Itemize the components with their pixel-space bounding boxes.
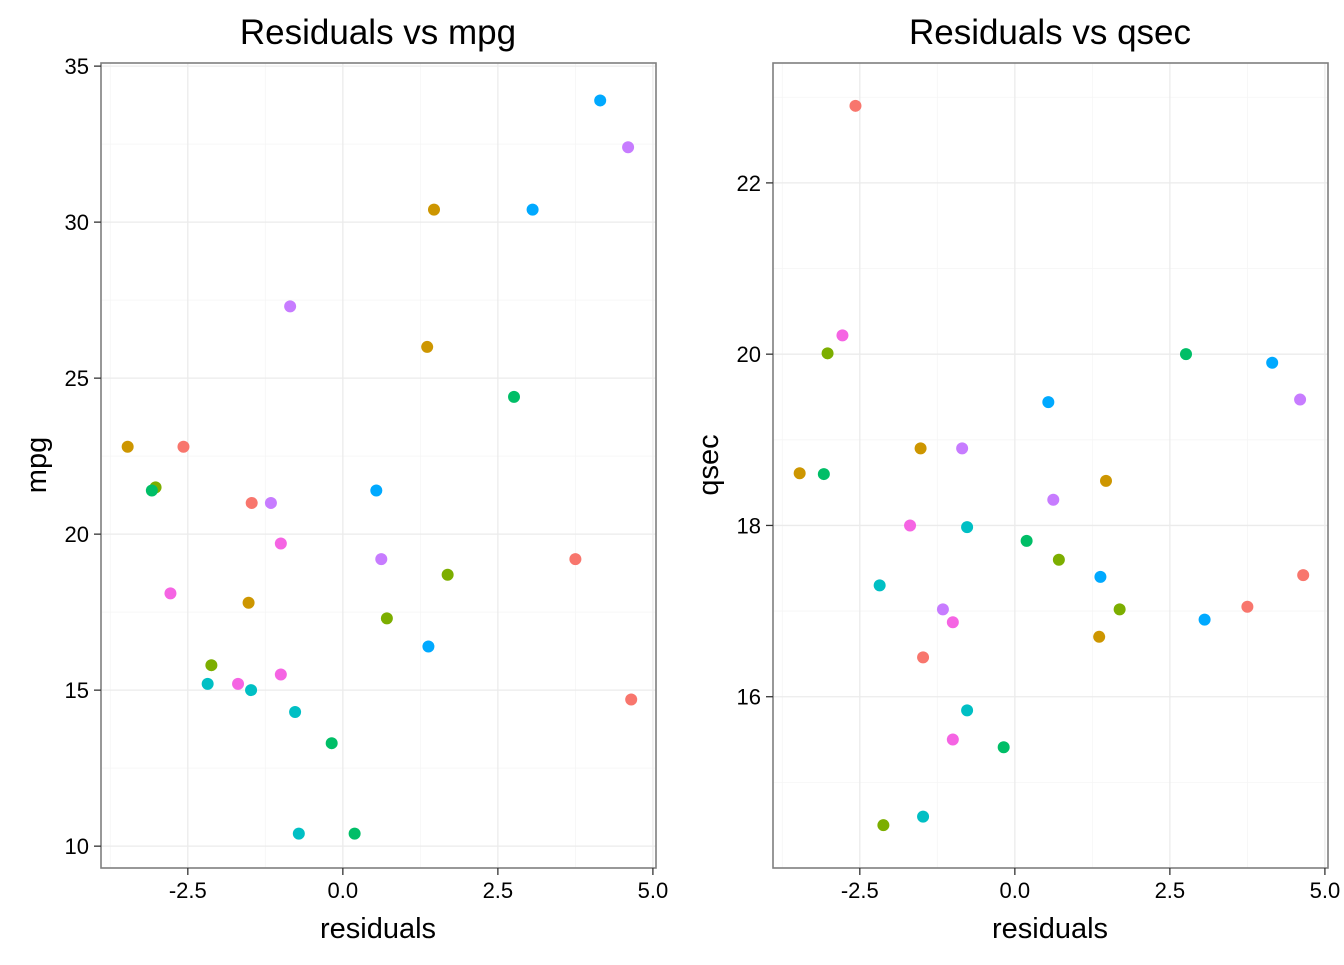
data-point <box>325 737 338 750</box>
data-point <box>1093 630 1106 643</box>
data-point <box>242 596 255 609</box>
data-point <box>380 612 393 625</box>
data-point <box>793 467 806 480</box>
data-point <box>946 733 959 746</box>
x-tick-label: 2.5 <box>1155 878 1186 903</box>
y-tick-label: 30 <box>65 210 89 235</box>
data-point <box>245 684 258 697</box>
y-tick-label: 20 <box>737 342 761 367</box>
data-point <box>1113 603 1126 616</box>
data-point <box>936 603 949 616</box>
data-point <box>821 347 834 360</box>
data-point <box>274 668 287 681</box>
data-point <box>625 693 638 706</box>
data-point <box>817 468 830 481</box>
y-tick-label: 25 <box>65 366 89 391</box>
x-axis-label: residuals <box>320 913 436 945</box>
x-tick-label: 0.0 <box>1000 878 1031 903</box>
x-tick-label: 0.0 <box>328 878 359 903</box>
data-point <box>849 99 862 112</box>
data-point <box>284 300 297 313</box>
x-tick-label: 5.0 <box>638 878 669 903</box>
data-point <box>428 203 440 216</box>
data-point <box>274 537 287 550</box>
data-point <box>1042 396 1055 409</box>
data-point <box>622 141 635 154</box>
data-point <box>917 651 930 664</box>
data-point <box>961 704 974 717</box>
data-point <box>1052 553 1065 566</box>
data-point <box>370 484 383 497</box>
data-point <box>917 810 930 823</box>
data-point <box>1198 613 1211 626</box>
y-tick-label: 22 <box>737 171 761 196</box>
panel-residuals-vs-mpg: Residuals vs mpg residuals mpg -2.5 0.0 2.… <box>21 13 668 945</box>
y-tick-label: 10 <box>65 834 89 859</box>
data-point <box>914 442 927 455</box>
y-tick-label: 18 <box>737 513 761 538</box>
data-point <box>245 496 258 509</box>
data-point <box>145 484 158 497</box>
grid <box>101 63 656 868</box>
data-point <box>961 521 974 534</box>
data-point <box>205 659 218 672</box>
data-point <box>836 329 849 342</box>
panel-residuals-vs-qsec: Residuals vs qsec residuals qsec -2.5 0.0… <box>693 13 1340 945</box>
data-point <box>1297 569 1310 582</box>
data-point <box>1179 348 1192 361</box>
points <box>793 99 1310 832</box>
data-point <box>348 827 361 840</box>
data-point <box>956 442 969 455</box>
data-point <box>375 553 388 566</box>
data-point <box>997 741 1010 754</box>
y-tick-label: 16 <box>737 685 761 710</box>
data-point <box>289 705 302 718</box>
x-tick-label: 2.5 <box>483 878 514 903</box>
data-point <box>594 94 607 107</box>
data-point <box>164 587 177 600</box>
data-point <box>121 440 134 453</box>
x-tick-label: -2.5 <box>169 878 207 903</box>
y-tick-label: 15 <box>65 678 89 703</box>
x-tick-label: -2.5 <box>841 878 879 903</box>
data-point <box>422 640 435 653</box>
chart-title: Residuals vs qsec <box>909 13 1191 52</box>
data-point <box>569 553 582 566</box>
y-axis-label: mpg <box>21 437 53 493</box>
data-point <box>507 390 520 403</box>
data-point <box>264 496 277 509</box>
data-point <box>904 519 917 532</box>
data-point <box>441 568 454 581</box>
data-point <box>1094 570 1107 583</box>
points <box>121 94 638 840</box>
y-tick-label: 20 <box>65 522 89 547</box>
data-point <box>292 827 305 840</box>
panel-border <box>100 62 657 869</box>
x-axis-label: residuals <box>992 913 1108 945</box>
data-point <box>1294 393 1307 406</box>
grid <box>773 63 1328 868</box>
data-point <box>1100 474 1112 487</box>
data-point <box>877 819 890 832</box>
data-point <box>201 677 214 690</box>
data-point <box>421 340 434 353</box>
y-tick-label: 35 <box>65 54 89 79</box>
data-point <box>873 579 886 592</box>
data-point <box>232 677 245 690</box>
data-point <box>177 440 190 453</box>
panel-border <box>772 62 1329 869</box>
x-tick-label: 5.0 <box>1310 878 1341 903</box>
data-point <box>526 203 539 216</box>
y-axis-label: qsec <box>693 434 725 495</box>
data-point <box>946 616 959 629</box>
data-point <box>1020 534 1033 547</box>
data-point <box>1047 493 1060 506</box>
data-point <box>1241 600 1254 613</box>
data-point <box>1266 356 1279 369</box>
chart-title: Residuals vs mpg <box>240 13 516 52</box>
